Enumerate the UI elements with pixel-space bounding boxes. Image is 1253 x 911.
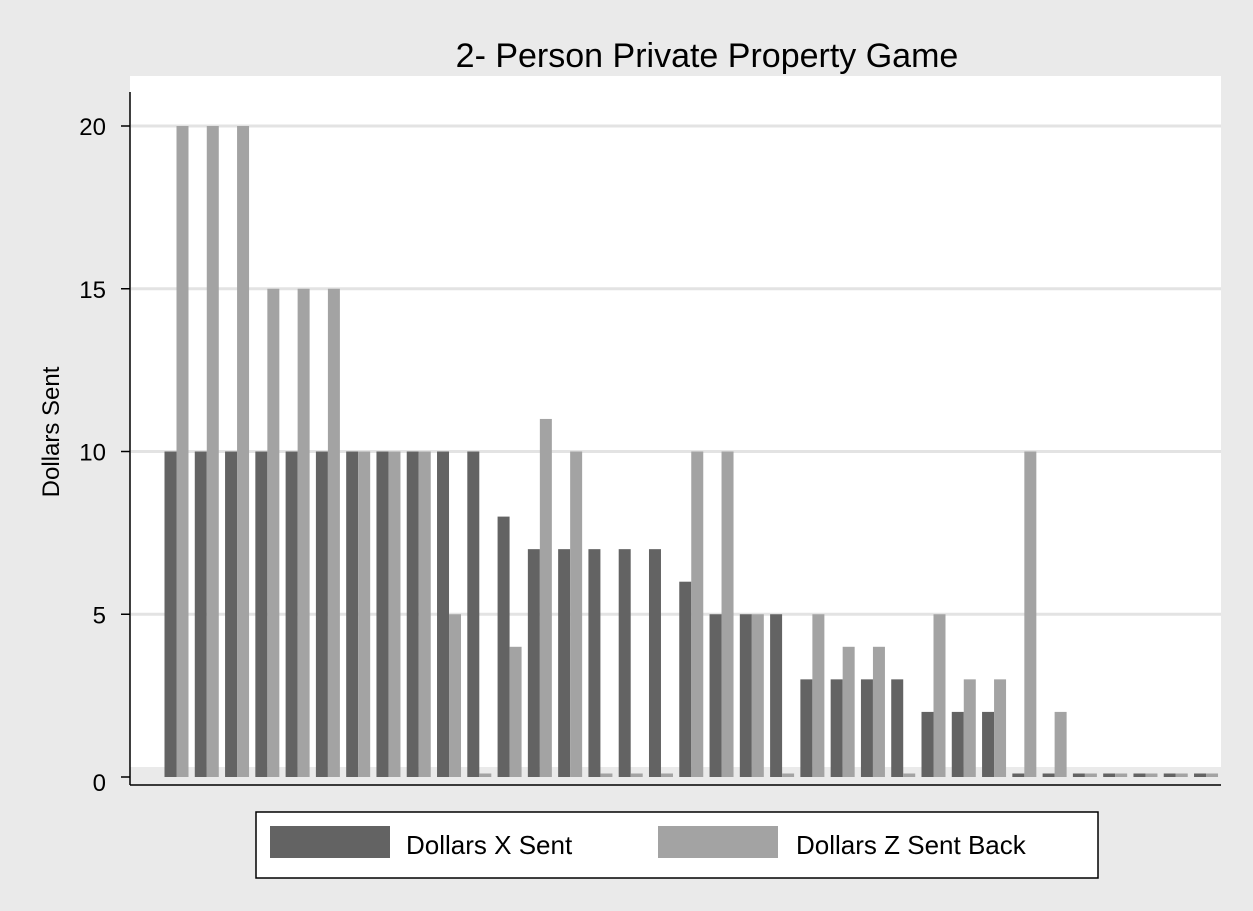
bar-dollars-x-sent bbox=[225, 451, 238, 777]
y-axis-title: Dollars Sent bbox=[38, 366, 65, 497]
grid-lines bbox=[131, 124, 1221, 616]
bar-dollars-z-sent-back bbox=[176, 126, 189, 777]
bar-dollars-x-sent bbox=[921, 711, 934, 777]
bar-dollars-x-sent bbox=[860, 679, 873, 777]
bar-dollars-z-sent-back bbox=[1115, 773, 1128, 777]
bar-dollars-x-sent bbox=[164, 451, 177, 777]
bar-dollars-z-sent-back bbox=[206, 126, 219, 777]
legend-swatch-dollars-z-sent-back bbox=[658, 826, 778, 858]
bar-dollars-x-sent bbox=[1163, 773, 1176, 777]
bar-dollars-x-sent bbox=[527, 549, 540, 777]
bar-dollars-z-sent-back bbox=[660, 773, 673, 777]
bar-dollars-z-sent-back bbox=[933, 614, 946, 777]
bar-dollars-x-sent bbox=[648, 549, 661, 777]
bar-dollars-x-sent bbox=[406, 451, 419, 777]
y-ticks-group: 0 5 10 15 20 bbox=[79, 114, 130, 797]
bar-dollars-x-sent bbox=[951, 711, 964, 777]
bar-dollars-z-sent-back bbox=[782, 773, 795, 777]
bar-dollars-x-sent bbox=[1042, 773, 1055, 777]
bar-dollars-x-sent bbox=[255, 451, 268, 777]
bar-dollars-x-sent bbox=[1133, 773, 1146, 777]
bar-dollars-x-sent bbox=[194, 451, 207, 777]
plot-bottom-band bbox=[130, 767, 1221, 785]
bar-dollars-z-sent-back bbox=[388, 451, 401, 777]
bar-dollars-z-sent-back bbox=[418, 451, 431, 777]
bar-dollars-z-sent-back bbox=[963, 679, 976, 777]
bar-dollars-x-sent bbox=[1072, 773, 1085, 777]
bar-dollars-z-sent-back bbox=[872, 646, 885, 777]
y-tick-label: 5 bbox=[93, 602, 106, 629]
bar-dollars-z-sent-back bbox=[903, 773, 916, 777]
bar-dollars-z-sent-back bbox=[327, 288, 340, 777]
bar-dollars-z-sent-back bbox=[721, 451, 734, 777]
bar-dollars-x-sent bbox=[1194, 773, 1207, 777]
bar-dollars-x-sent bbox=[467, 451, 480, 777]
bar-dollars-z-sent-back bbox=[630, 773, 643, 777]
bar-dollars-z-sent-back bbox=[237, 126, 250, 777]
bar-dollars-z-sent-back bbox=[479, 773, 492, 777]
bar-dollars-x-sent bbox=[437, 451, 450, 777]
legend-label-dollars-z-sent-back: Dollars Z Sent Back bbox=[796, 830, 1027, 860]
bar-dollars-x-sent bbox=[558, 549, 571, 777]
bar-dollars-z-sent-back bbox=[691, 451, 704, 777]
bar-dollars-z-sent-back bbox=[1024, 451, 1037, 777]
legend: Dollars X Sent Dollars Z Sent Back bbox=[255, 811, 1099, 879]
bar-dollars-z-sent-back bbox=[1054, 711, 1067, 777]
legend-label-dollars-x-sent: Dollars X Sent bbox=[406, 830, 573, 860]
legend-swatch-dollars-x-sent bbox=[270, 826, 390, 858]
bar-dollars-z-sent-back bbox=[449, 614, 462, 777]
plot-area bbox=[130, 76, 1221, 785]
y-tick-label: 10 bbox=[79, 440, 106, 467]
bar-dollars-x-sent bbox=[891, 679, 904, 777]
bar-dollars-x-sent bbox=[770, 614, 783, 777]
bar-dollars-x-sent bbox=[285, 451, 298, 777]
chart-title: 2- Person Private Property Game bbox=[456, 37, 959, 75]
bar-dollars-z-sent-back bbox=[267, 288, 280, 777]
bar-dollars-x-sent bbox=[679, 581, 692, 777]
bar-dollars-z-sent-back bbox=[751, 614, 764, 777]
bar-dollars-z-sent-back bbox=[1084, 773, 1097, 777]
bar-dollars-z-sent-back bbox=[358, 451, 371, 777]
bar-dollars-x-sent bbox=[588, 549, 601, 777]
bar-dollars-x-sent bbox=[709, 614, 722, 777]
y-tick-label: 20 bbox=[79, 114, 106, 141]
y-tick-label: 0 bbox=[93, 770, 106, 797]
bar-dollars-z-sent-back bbox=[812, 614, 825, 777]
bar-dollars-z-sent-back bbox=[600, 773, 613, 777]
bar-dollars-z-sent-back bbox=[1206, 773, 1219, 777]
axes-group bbox=[129, 92, 1221, 786]
bar-dollars-z-sent-back bbox=[994, 679, 1007, 777]
bar-dollars-z-sent-back bbox=[297, 288, 310, 777]
bar-dollars-x-sent bbox=[800, 679, 813, 777]
bar-dollars-x-sent bbox=[376, 451, 389, 777]
bar-dollars-z-sent-back bbox=[570, 451, 583, 777]
bar-dollars-x-sent bbox=[1012, 773, 1025, 777]
y-tick-label: 15 bbox=[79, 277, 106, 304]
bar-dollars-x-sent bbox=[982, 711, 995, 777]
bar-dollars-z-sent-back bbox=[509, 646, 522, 777]
bar-dollars-x-sent bbox=[739, 614, 752, 777]
bar-dollars-x-sent bbox=[497, 516, 510, 777]
bars-group bbox=[164, 126, 1219, 777]
bar-dollars-z-sent-back bbox=[1145, 773, 1158, 777]
bar-dollars-z-sent-back bbox=[1175, 773, 1188, 777]
bar-dollars-z-sent-back bbox=[842, 646, 855, 777]
bar-dollars-x-sent bbox=[346, 451, 359, 777]
bar-dollars-x-sent bbox=[830, 679, 843, 777]
bar-dollars-x-sent bbox=[315, 451, 328, 777]
bar-dollars-z-sent-back bbox=[539, 418, 552, 777]
bar-dollars-x-sent bbox=[1103, 773, 1116, 777]
bar-dollars-x-sent bbox=[618, 549, 631, 777]
